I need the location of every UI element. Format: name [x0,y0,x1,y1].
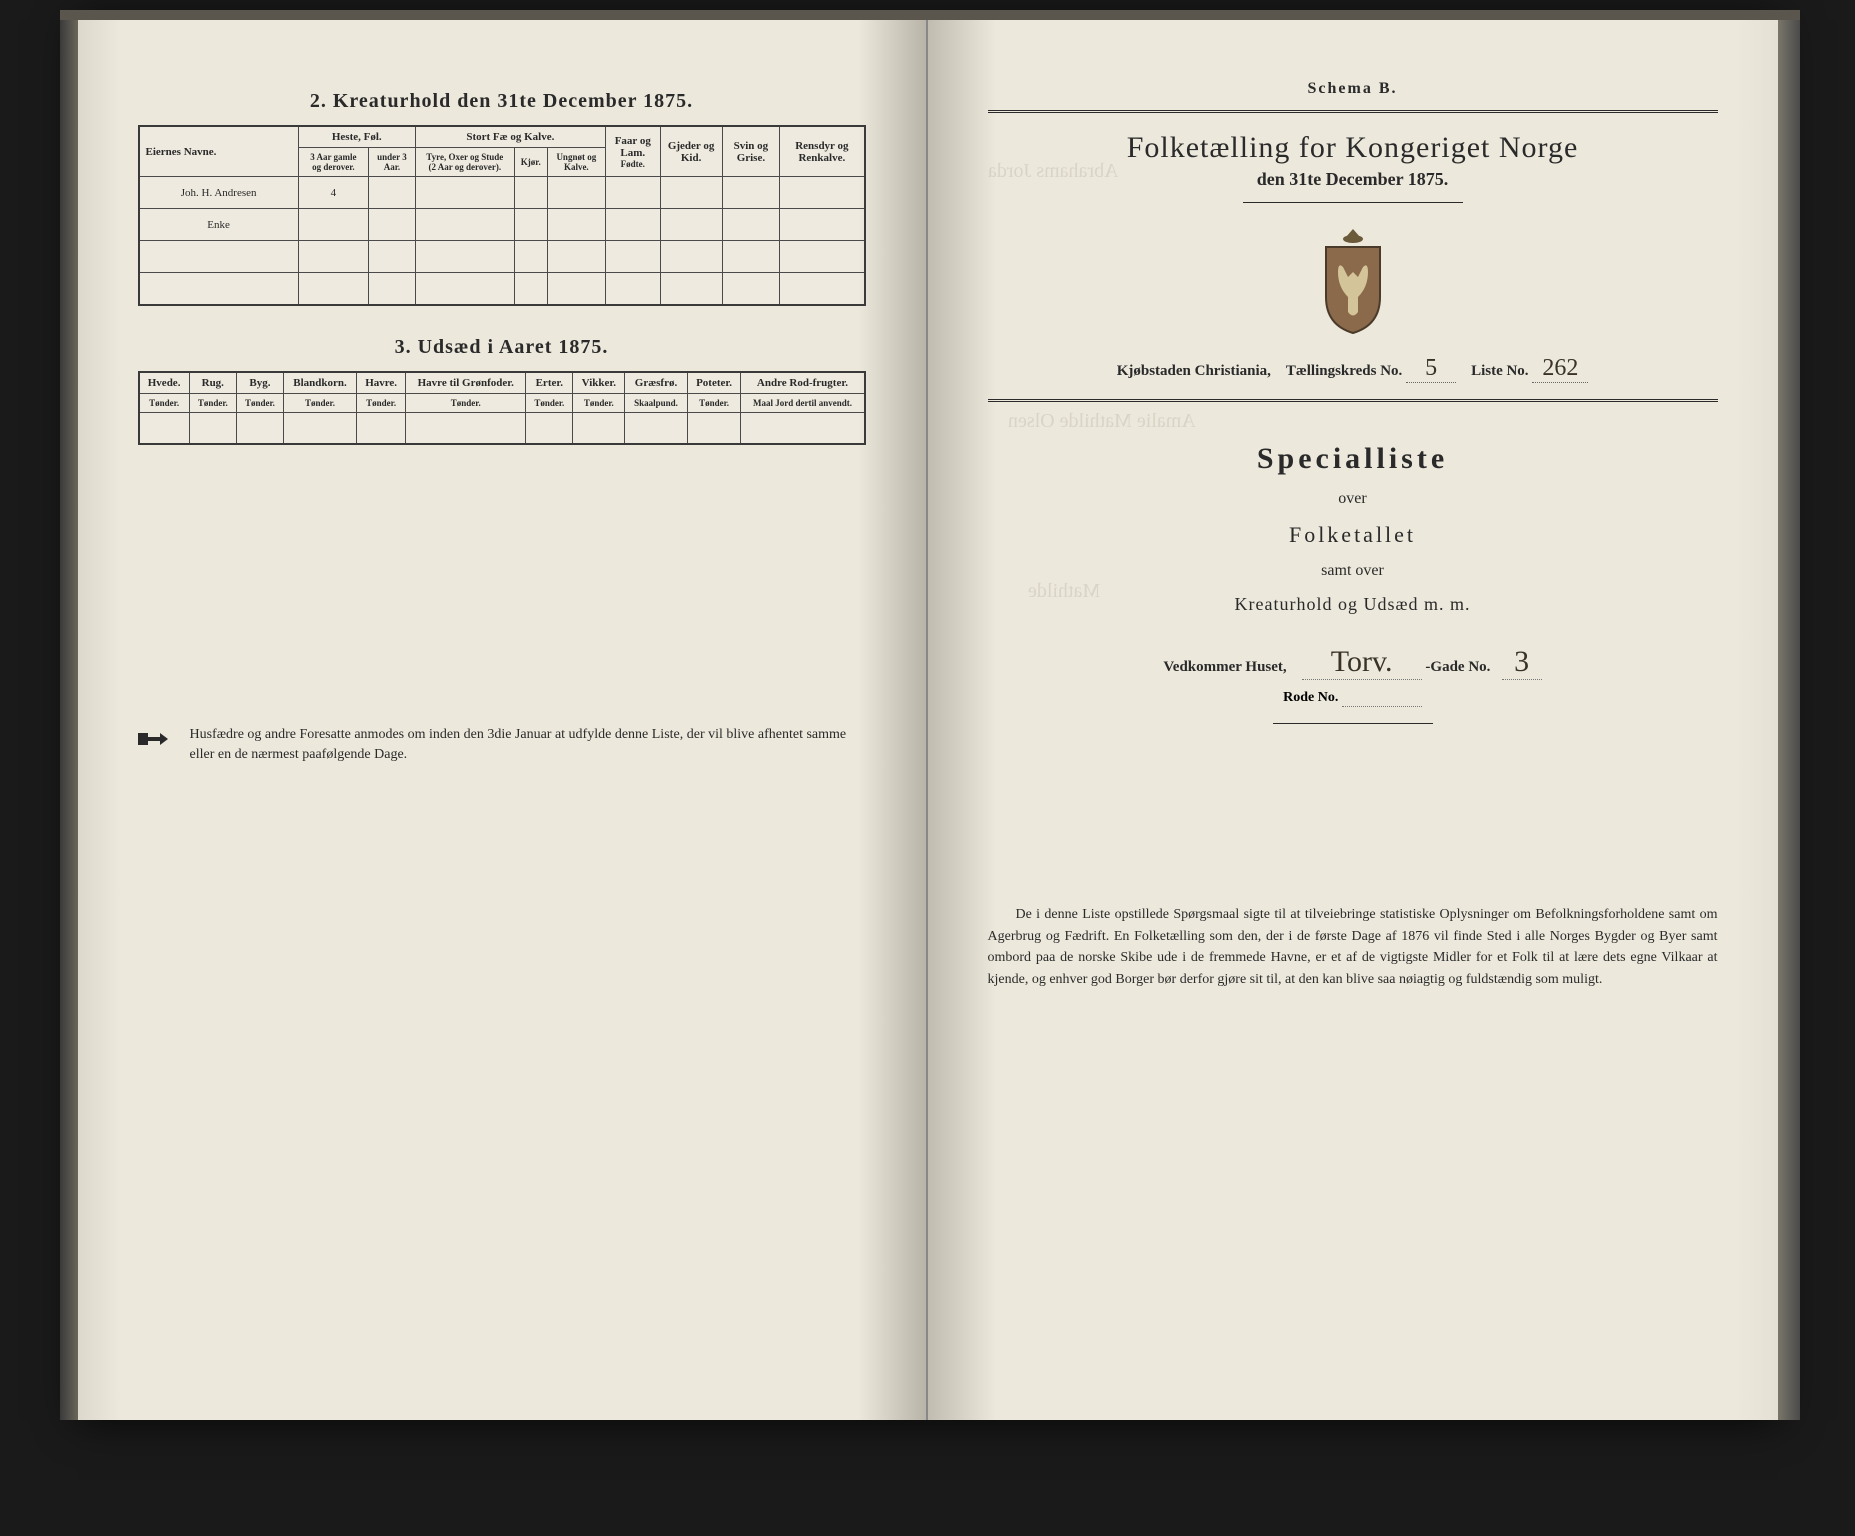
page-stack-right [1778,20,1800,1420]
section2-title: 2. Kreaturhold den 31te December 1875. [138,90,866,113]
livestock-table: Eiernes Navne. Heste, Føl. Stort Fæ og K… [138,125,866,306]
table-row: Enke [139,209,865,241]
footnote-block: Husfædre og andre Foresatte anmodes om i… [138,725,866,764]
col-byg: Byg. [236,372,283,394]
owner-name-1: Joh. H. Andresen [139,177,299,209]
kreds-value: 5 [1406,355,1456,383]
right-page: Abrahams Jorda Amalie Mathilde Olsen Mat… [928,20,1778,1420]
heste-val-1: 4 [298,177,368,209]
page-stack-top [60,10,1800,20]
col-blandkorn: Blandkorn. [284,372,357,394]
unit-maaljord: Maal Jord dertil anvendt. [741,393,865,412]
kjobstad-label: Kjøbstaden Christiania, [1117,363,1271,379]
unit-skaalpund: Skaalpund. [625,393,687,412]
rule-divider [988,399,1718,402]
bottom-paragraph: De i denne Liste opstillede Spørgsmaal s… [988,904,1718,991]
col-stort-tyre: Tyre, Oxer og Stude (2 Aar og derover). [415,148,514,177]
table-row [139,412,865,444]
coat-of-arms-icon [1308,227,1398,337]
col-rug: Rug. [189,372,236,394]
col-stort-ungnot: Ungnøt og Kalve. [547,148,605,177]
col-gjeder: Gjeder og Kid. [660,126,722,177]
col-heste-3aar: 3 Aar gamle og derover. [298,148,368,177]
table-row: Joh. H. Andresen 4 [139,177,865,209]
col-stort-kjor: Kjør. [514,148,547,177]
gade-line: Vedkommer Huset, Torv. -Gade No. 3 [988,645,1718,680]
page-stack-left [60,20,78,1420]
liste-value: 262 [1532,355,1588,383]
rode-line: Rode No. [988,690,1718,707]
folketallet-label: Folketallet [988,522,1718,548]
samt-over-label: samt over [988,562,1718,580]
specialliste-heading: Specialliste [988,442,1718,476]
col-erter: Erter. [526,372,573,394]
main-title: Folketælling for Kongeriget Norge [988,131,1718,165]
col-rensdyr: Rensdyr og Renkalve. [780,126,865,177]
table-row [139,241,865,273]
col-graesfro: Græsfrø. [625,372,687,394]
left-page: 2. Kreaturhold den 31te December 1875. E… [78,20,928,1420]
col-poteter: Poteter. [687,372,741,394]
rule-divider [988,110,1718,113]
footnote-text: Husfædre og andre Foresatte anmodes om i… [190,725,866,764]
col-svin: Svin og Grise. [722,126,780,177]
col-stort: Stort Fæ og Kalve. [415,126,605,148]
rule-divider [1273,723,1433,724]
col-heste-under3: under 3 Aar. [369,148,416,177]
over-label: over [988,490,1718,508]
col-faar: Faar og Lam.Fødte. [605,126,660,177]
owner-name-2: Enke [139,209,299,241]
col-andre: Andre Rod-frugter. [741,372,865,394]
kjobstad-line: Kjøbstaden Christiania, Tællingskreds No… [988,355,1718,383]
liste-label: Liste No. [1471,363,1529,379]
main-subtitle: den 31te December 1875. [988,169,1718,190]
col-vikker: Vikker. [573,372,625,394]
section3-title: 3. Udsæd i Aaret 1875. [138,336,866,359]
rule-divider [1243,202,1463,203]
gade-no-value: 3 [1502,645,1542,680]
col-owner-name: Eiernes Navne. [139,126,299,177]
schema-label: Schema B. [988,80,1718,98]
vedkommer-label: Vedkommer Huset, [1163,659,1286,675]
col-hvede: Hvede. [139,372,190,394]
open-book: 2. Kreaturhold den 31te December 1875. E… [78,20,1778,1420]
table-row [139,273,865,305]
unit-tonder: Tønder. [139,393,190,412]
gade-value: Torv. [1302,645,1422,680]
kreatur-label: Kreaturhold og Udsæd m. m. [988,594,1718,615]
col-havre: Havre. [357,372,406,394]
seed-table: Hvede. Rug. Byg. Blandkorn. Havre. Havre… [138,371,866,446]
col-heste: Heste, Føl. [298,126,415,148]
bleed-through: Amalie Mathilde Olsen [1008,410,1196,433]
gade-no-label: -Gade No. [1425,659,1490,675]
col-havre-gron: Havre til Grønfoder. [406,372,526,394]
kreds-label: Tællingskreds No. [1286,363,1402,379]
pointing-hand-icon [138,727,178,751]
rode-label: Rode No. [1283,690,1338,705]
